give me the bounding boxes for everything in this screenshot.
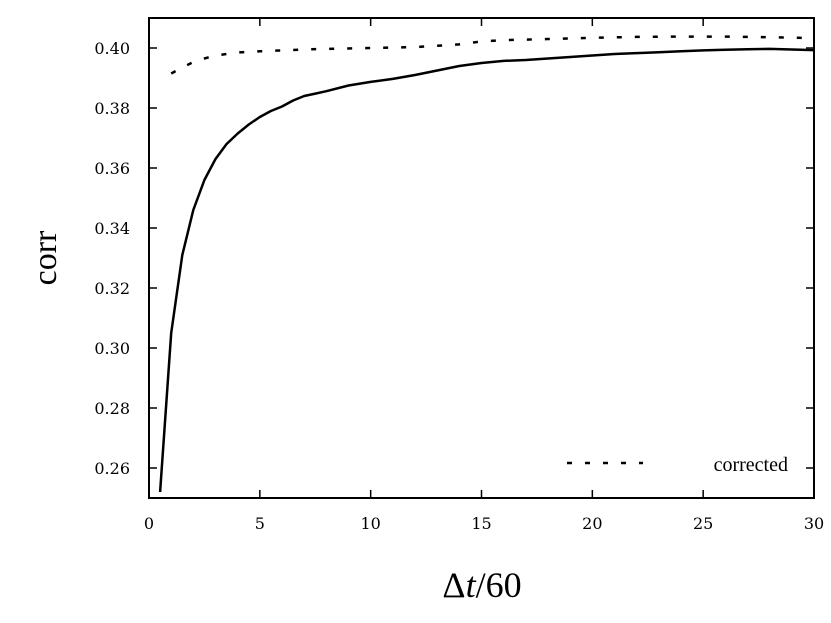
x-tick-label: 20 [582, 514, 602, 533]
y-tick-label: 0.38 [94, 99, 130, 118]
y-axis-label: corr [27, 230, 64, 285]
y-tick-label: 0.28 [94, 399, 130, 418]
axis-ticks: 0 5 10 15 20 25 30 0.26 0.28 0.30 0.32 0.34 0.36 0.38… [94, 18, 824, 533]
series-line-corrected [170, 35, 815, 75]
x-tick-label: 15 [471, 514, 491, 533]
x-tick-label: 5 [255, 514, 265, 533]
x-tick-label: 10 [360, 514, 380, 533]
legend: corrected [567, 454, 788, 476]
x-axis-label-delta: Δ [442, 565, 465, 605]
x-tick-label: 30 [804, 514, 824, 533]
series-layer [158, 35, 815, 493]
x-axis-label: Δt/60 [442, 565, 521, 605]
series-line-raw [158, 47, 815, 493]
x-tick-label: 0 [144, 514, 154, 533]
x-axis-label-var: t [466, 565, 477, 605]
y-tick-label: 0.40 [94, 39, 130, 58]
y-tick-label: 0.26 [94, 459, 130, 478]
y-tick-label: 0.34 [94, 219, 130, 238]
y-tick-label: 0.30 [94, 339, 130, 358]
x-tick-label: 25 [693, 514, 713, 533]
plot-frame [148, 17, 815, 499]
y-tick-label: 0.32 [94, 279, 130, 298]
x-axis-label-rest: /60 [476, 565, 522, 605]
y-tick-label: 0.36 [94, 159, 130, 178]
legend-label-corrected: corrected [714, 454, 788, 476]
